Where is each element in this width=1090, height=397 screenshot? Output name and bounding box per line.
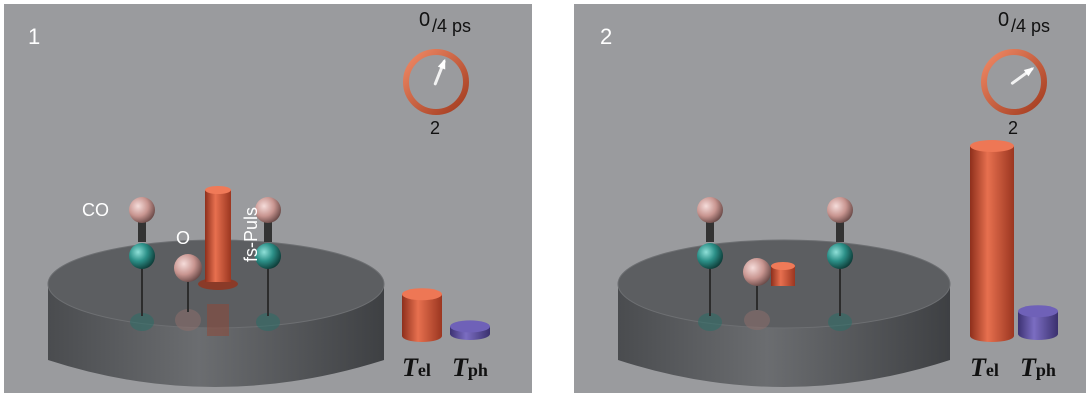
oxygen-atom	[827, 197, 853, 223]
panel-2-scene: 2	[574, 4, 1086, 393]
carbon-atom	[255, 243, 281, 269]
phonon-temperature-bar	[1018, 305, 1058, 340]
cylinder-body	[970, 146, 1014, 342]
fs-pulse-beam	[198, 186, 238, 290]
cylinder-body	[402, 294, 442, 342]
panel-2-number: 2	[600, 24, 612, 49]
cylinder-top	[402, 288, 442, 301]
time-clock: 0 /4 ps 2	[981, 9, 1050, 138]
t-ph-label: Tph	[452, 353, 488, 382]
clock-hand-tip	[1023, 67, 1035, 77]
molecule-reflections	[130, 304, 280, 336]
co-label: CO	[82, 200, 109, 220]
t-ph-label: Tph	[1020, 353, 1056, 382]
electron-temperature-bar	[970, 140, 1014, 342]
clock-hand-tip	[437, 58, 446, 70]
oxygen-adatom	[174, 254, 202, 312]
clock-bottom-label: 2	[430, 118, 440, 138]
panel-1: 1	[4, 4, 532, 393]
o-label: O	[176, 228, 190, 248]
phonon-temperature-bar	[450, 320, 490, 340]
clock-top-label: 0	[998, 9, 1009, 31]
t-el-label: Tel	[402, 353, 431, 382]
cylinder-top	[1018, 305, 1058, 318]
oxygen-atom	[255, 197, 281, 223]
fs-pulse-label: fs-Puls	[241, 207, 261, 262]
clock-bottom-label: 2	[1008, 118, 1018, 138]
electron-temperature-bar	[402, 288, 442, 342]
carbon-atom	[827, 243, 853, 269]
oxygen-adatom	[743, 258, 771, 310]
temperature-bars: Tel Tph	[970, 140, 1058, 382]
fs-pulse-residual	[771, 262, 795, 286]
t-el-label: Tel	[970, 353, 999, 382]
co-molecule-right	[827, 197, 853, 316]
time-clock: 0 /4 ps 2	[403, 9, 471, 138]
temperature-bars: Tel Tph	[402, 288, 490, 382]
oxygen-atom	[129, 197, 155, 223]
cylinder-body	[1018, 311, 1058, 340]
cylinder-top	[970, 140, 1014, 152]
molecule-reflections	[698, 310, 852, 331]
carbon-atom	[129, 243, 155, 269]
clock-top-label: 0	[419, 9, 430, 31]
co-molecule-left	[697, 197, 723, 316]
carbon-atom	[697, 243, 723, 269]
panel-1-scene: 1	[4, 4, 532, 393]
cylinder-top	[450, 320, 490, 333]
panel-2: 2	[574, 4, 1086, 393]
co-molecule-right	[255, 197, 281, 316]
clock-scale-label: /4 ps	[1011, 16, 1050, 36]
panel-1-number: 1	[28, 24, 40, 49]
clock-scale-label: /4 ps	[432, 16, 471, 36]
co-molecule-left	[129, 197, 155, 316]
oxygen-atom	[697, 197, 723, 223]
